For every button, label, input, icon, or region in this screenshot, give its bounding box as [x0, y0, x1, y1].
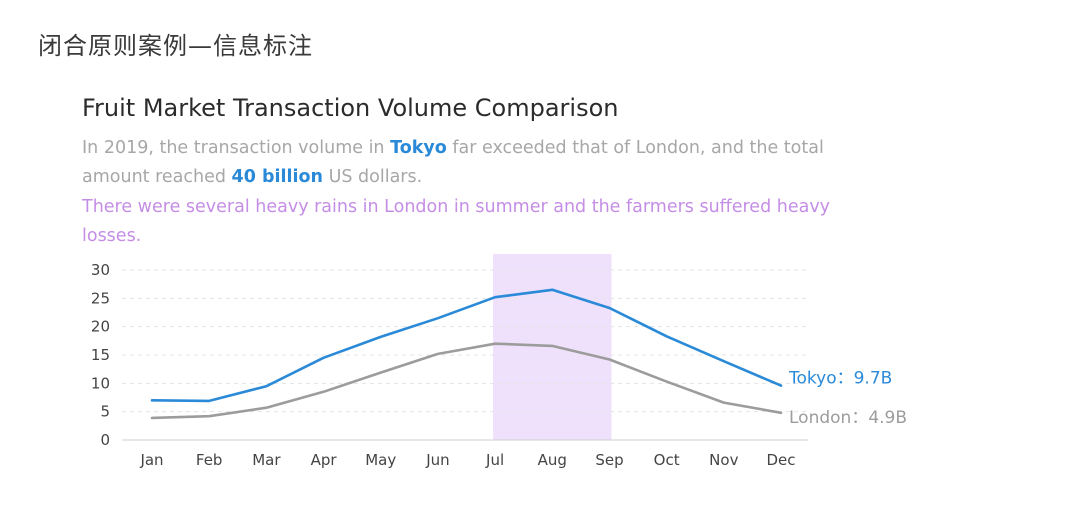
- end-label-london: London：4.9B: [789, 408, 907, 428]
- subtitle-text-2: far exceeded that of London, and the tot…: [82, 138, 824, 187]
- subtitle-highlight-amount: 40 billion: [231, 167, 323, 187]
- page-heading: 闭合原则案例—信息标注: [38, 32, 313, 60]
- chart-title: Fruit Market Transaction Volume Comparis…: [82, 94, 619, 122]
- x-tick-label-sep: Sep: [595, 451, 623, 469]
- y-tick-label: 30: [91, 261, 110, 279]
- x-tick-label-jun: Jun: [425, 451, 449, 469]
- x-tick-label-mar: Mar: [252, 451, 281, 469]
- x-tick-label-jan: Jan: [139, 451, 163, 469]
- subtitle-highlight-tokyo: Tokyo: [390, 138, 447, 158]
- y-tick-label: 25: [91, 289, 110, 307]
- series-line-london: [150, 342, 783, 420]
- y-tick-label: 0: [100, 431, 110, 449]
- chart-annotation: There were several heavy rains in London…: [82, 197, 831, 246]
- x-tick-label-feb: Feb: [196, 451, 223, 469]
- x-tick-label-aug: Aug: [538, 451, 567, 469]
- subtitle-text-1: In 2019, the transaction volume in: [82, 138, 391, 158]
- end-label-tokyo: Tokyo：9.7B: [788, 369, 892, 389]
- x-tick-label-apr: Apr: [311, 451, 338, 469]
- chart-subtitle: In 2019, the transaction volume in Tokyo…: [82, 134, 892, 192]
- subtitle-text-3: US dollars.: [323, 167, 423, 187]
- x-tick-label-jul: Jul: [485, 451, 504, 469]
- y-tick-label: 20: [91, 318, 110, 336]
- x-tick-label-nov: Nov: [709, 451, 738, 469]
- x-tick-label-oct: Oct: [654, 451, 680, 469]
- y-tick-label: 10: [91, 374, 110, 392]
- x-tick-label-may: May: [365, 451, 396, 469]
- y-tick-label: 5: [100, 403, 110, 421]
- x-tick-label-dec: Dec: [766, 451, 795, 469]
- series-line-tokyo: [150, 288, 783, 403]
- y-tick-label: 15: [91, 346, 110, 364]
